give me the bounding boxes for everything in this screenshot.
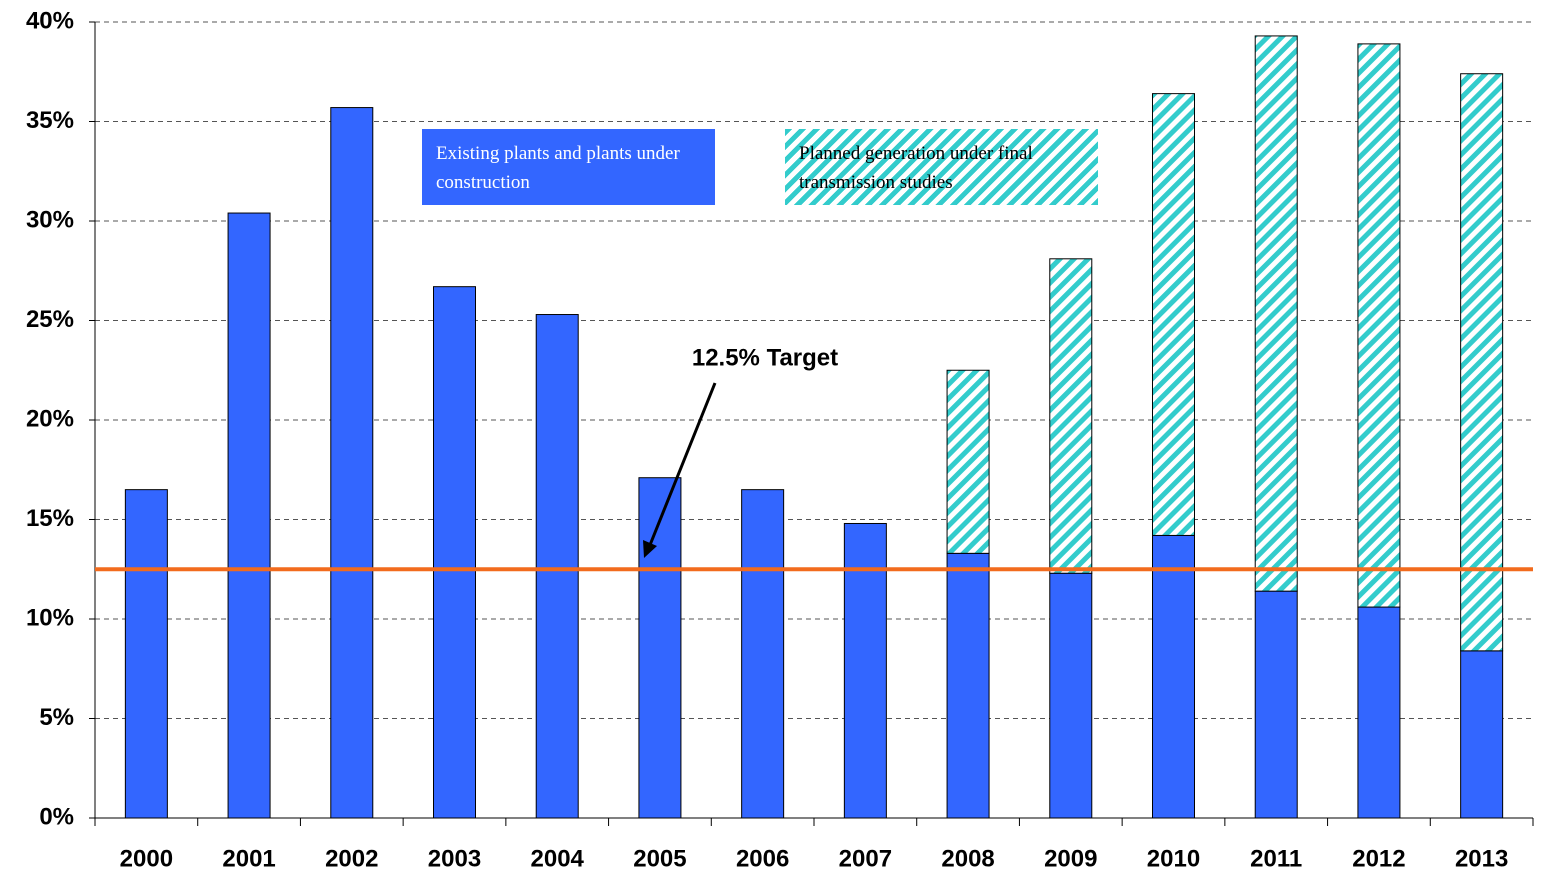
x-tick-label: 2009 — [1044, 845, 1097, 872]
y-tick-label: 5% — [39, 704, 74, 731]
y-tick-label: 35% — [26, 107, 74, 134]
y-tick-label: 25% — [26, 306, 74, 333]
bar-segment — [124, 489, 168, 819]
bar-segment — [638, 477, 682, 819]
annotation-arrow — [648, 382, 717, 546]
bar-segment — [535, 314, 579, 819]
bar-segment — [1152, 534, 1195, 819]
bar-segment — [843, 522, 887, 819]
legend-entry: Planned generation under final transmiss… — [785, 129, 1098, 205]
x-tick-label: 2010 — [1147, 845, 1200, 872]
bar-segment — [1357, 606, 1401, 819]
y-tick-label: 30% — [26, 206, 74, 233]
x-tick-label: 2011 — [1250, 845, 1302, 872]
x-tick-label: 2000 — [120, 845, 173, 872]
x-tick-label: 2007 — [839, 845, 892, 872]
x-tick-label: 2004 — [531, 845, 585, 872]
bar-segment — [946, 369, 990, 554]
bar-segment — [1152, 93, 1195, 536]
bar-segment — [741, 489, 785, 819]
y-tick-label: 20% — [26, 405, 74, 432]
bar-segment — [1357, 43, 1401, 608]
x-tick-label: 2012 — [1352, 845, 1405, 872]
target-label: 12.5% Target — [692, 344, 838, 371]
x-tick-label: 2008 — [941, 845, 994, 872]
bar-segment — [1460, 73, 1504, 652]
x-tick-label: 2003 — [428, 845, 481, 872]
y-tick-label: 0% — [39, 803, 74, 830]
bar-segment — [1254, 590, 1298, 819]
bar-segment — [1460, 650, 1504, 819]
bar-segment — [1049, 572, 1093, 819]
bar-segment — [330, 107, 374, 819]
x-tick-label: 2002 — [325, 845, 378, 872]
bar-segment — [1049, 258, 1093, 574]
arrow-head — [643, 540, 657, 558]
y-tick-label: 40% — [26, 7, 74, 34]
y-tick-label: 10% — [26, 604, 74, 631]
bar-segment — [227, 212, 271, 819]
legend-entry: Existing plants and plants under constru… — [422, 129, 715, 205]
x-tick-label: 2006 — [736, 845, 789, 872]
bar-segment — [433, 286, 476, 819]
x-tick-label: 2005 — [633, 845, 686, 872]
bar-segment — [946, 552, 990, 819]
x-tick-label: 2001 — [222, 845, 275, 872]
bar-segment — [1254, 35, 1298, 592]
y-tick-label: 15% — [26, 505, 74, 532]
x-tick-label: 2013 — [1455, 845, 1508, 872]
